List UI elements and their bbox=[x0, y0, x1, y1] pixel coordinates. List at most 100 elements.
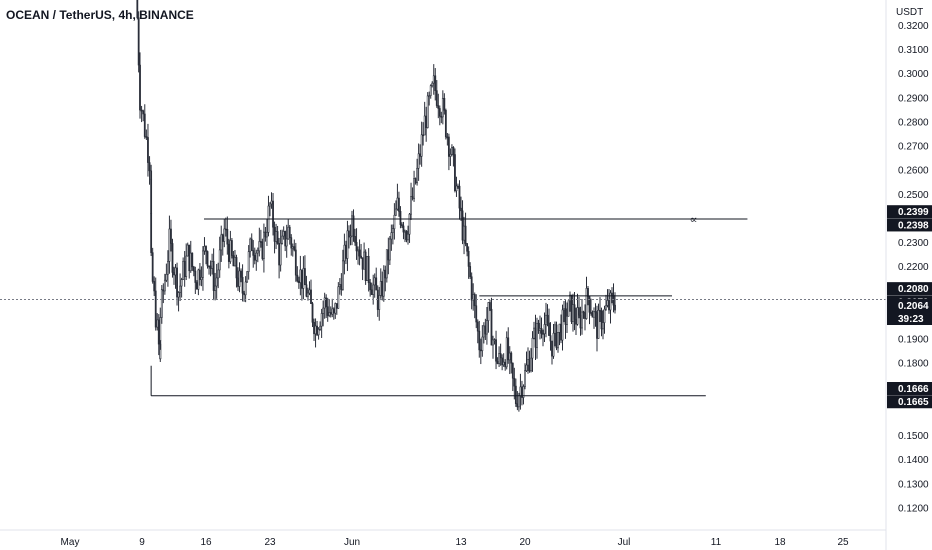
candle-body bbox=[355, 242, 358, 252]
candle-body bbox=[264, 231, 267, 238]
candle-body bbox=[587, 288, 589, 297]
price-tick-label: 0.3200 bbox=[898, 21, 929, 32]
candle-body bbox=[564, 308, 567, 325]
candle-body bbox=[555, 324, 558, 349]
candle-body bbox=[463, 225, 465, 241]
candle-body bbox=[609, 292, 612, 311]
horizontal-lines-layer bbox=[150, 218, 748, 397]
candle-body bbox=[151, 252, 154, 282]
candle-body bbox=[157, 319, 160, 345]
candle-body bbox=[370, 289, 373, 295]
candle-body bbox=[525, 364, 528, 372]
candle-body bbox=[279, 242, 282, 266]
candle-body bbox=[505, 337, 508, 368]
candle-body bbox=[514, 385, 517, 405]
candle-body bbox=[395, 208, 397, 216]
candle-body bbox=[479, 349, 482, 352]
candle-body bbox=[214, 285, 217, 291]
price-axis-bg bbox=[886, 0, 932, 530]
candle-body bbox=[143, 113, 146, 137]
candle-body bbox=[516, 403, 519, 408]
candle-body bbox=[606, 300, 609, 306]
candle-body bbox=[237, 277, 239, 287]
candle-body bbox=[357, 249, 359, 252]
candle-body bbox=[603, 308, 606, 323]
candle-body bbox=[375, 277, 378, 291]
candle-body bbox=[466, 243, 468, 252]
candle-body bbox=[542, 333, 544, 335]
price-tag-label: 0.1665 bbox=[898, 397, 929, 408]
candle-body bbox=[235, 257, 238, 279]
candle-body bbox=[156, 319, 159, 328]
candle-body bbox=[304, 268, 306, 286]
candle-body bbox=[414, 178, 417, 184]
candle-body bbox=[319, 325, 322, 330]
candle-body bbox=[297, 280, 300, 283]
candle-body bbox=[199, 269, 201, 280]
candle-body bbox=[140, 109, 143, 112]
price-axis[interactable]: 0.3200 0.3100 0.3000 0.2900 0.2800 0.2700 0.26… bbox=[898, 21, 929, 514]
price-tag-label: 0.2064 bbox=[898, 301, 929, 312]
candle-body bbox=[329, 312, 332, 315]
candle-body bbox=[590, 311, 592, 314]
candle-body bbox=[206, 251, 209, 267]
candle-body bbox=[249, 238, 252, 252]
time-tick-label: May bbox=[61, 537, 80, 548]
candle-body bbox=[608, 300, 610, 311]
candle-body bbox=[508, 352, 511, 361]
candle-body bbox=[387, 249, 390, 261]
candle-body bbox=[521, 386, 523, 398]
candle-body bbox=[531, 337, 534, 359]
candle-body bbox=[447, 136, 450, 157]
candle-body bbox=[352, 215, 355, 237]
candle-body bbox=[596, 312, 598, 339]
price-tag-label: 0.2080 bbox=[898, 284, 929, 295]
candle-body bbox=[476, 321, 479, 332]
candle-body bbox=[186, 244, 189, 257]
candle-body bbox=[272, 200, 274, 228]
candle-body bbox=[252, 250, 255, 256]
candle-body bbox=[530, 357, 532, 372]
candle-body bbox=[536, 322, 538, 348]
candle-body bbox=[311, 303, 314, 323]
candle-body bbox=[293, 246, 296, 251]
candle-body bbox=[338, 284, 341, 288]
candle-body bbox=[182, 260, 185, 280]
candle-body bbox=[533, 327, 535, 339]
candle-body bbox=[226, 228, 229, 245]
candle-body bbox=[217, 269, 220, 279]
candle-body bbox=[221, 234, 224, 242]
candle-body bbox=[194, 270, 197, 283]
candle-body bbox=[443, 98, 446, 111]
candle-body bbox=[435, 90, 438, 106]
candle-body bbox=[602, 322, 604, 330]
candle-body bbox=[493, 339, 496, 341]
candle-body bbox=[168, 228, 171, 262]
candle-body bbox=[490, 308, 493, 346]
candle-body bbox=[385, 249, 388, 279]
price-tag-bg bbox=[887, 299, 932, 313]
candle-body bbox=[540, 328, 543, 334]
candle-body bbox=[211, 261, 213, 269]
price-tick-label: 0.2500 bbox=[898, 190, 929, 201]
candle-body bbox=[366, 255, 369, 281]
price-tag: 39:23 bbox=[887, 312, 932, 326]
alert-icon[interactable]: ∝ bbox=[690, 213, 698, 226]
candle-body bbox=[145, 136, 148, 138]
candle-body bbox=[229, 240, 232, 262]
candle-body bbox=[573, 304, 576, 320]
price-tag: 0.2399 bbox=[887, 205, 932, 219]
candle-body bbox=[290, 237, 293, 249]
candle-body bbox=[425, 115, 428, 128]
candle-body bbox=[165, 274, 168, 281]
candle-body bbox=[585, 288, 588, 319]
time-axis[interactable]: May 9 16 23 Jun 13 20 Jul 11 18 25 bbox=[61, 537, 849, 548]
candle-body bbox=[244, 281, 247, 296]
candle-body bbox=[197, 269, 200, 290]
candle-body bbox=[224, 228, 227, 231]
candle-body bbox=[372, 284, 375, 295]
candle-body bbox=[499, 353, 502, 359]
candle-body bbox=[337, 286, 340, 309]
candle-body bbox=[566, 315, 568, 325]
